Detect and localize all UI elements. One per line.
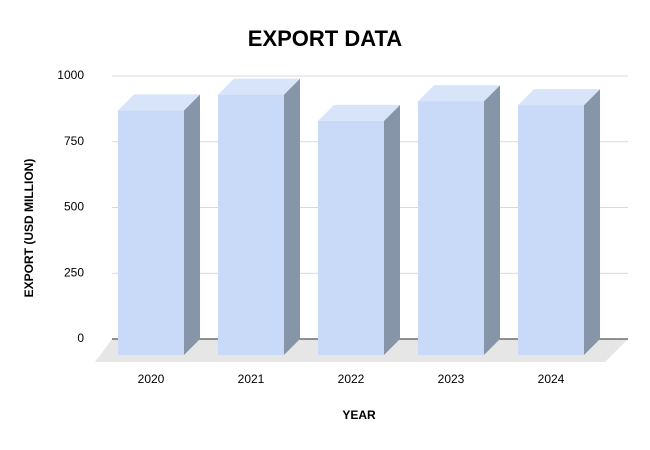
bar-top [318, 104, 400, 121]
x-tick-label: 2023 [438, 372, 465, 386]
x-tick-label: 2021 [238, 372, 265, 386]
bar [418, 85, 500, 355]
y-tick-label: 750 [64, 134, 84, 148]
bar-front [518, 105, 584, 356]
bar-side [584, 89, 600, 356]
chart-title: EXPORT DATA [248, 26, 403, 51]
y-tick-label: 1000 [57, 68, 84, 82]
x-tick-label: 2024 [538, 372, 565, 386]
x-tick-label: 2020 [138, 372, 165, 386]
bar-top [518, 89, 600, 106]
x-axis-title: YEAR [342, 408, 376, 422]
bar-top [218, 78, 300, 95]
bar-side [184, 94, 200, 355]
bar [218, 78, 300, 355]
bar-side [284, 78, 300, 355]
bar-front [318, 120, 384, 356]
bar-side [384, 104, 400, 356]
x-tick-label: 2022 [338, 372, 365, 386]
y-tick-label: 500 [64, 200, 84, 214]
bar-top [118, 94, 200, 111]
bar-top [418, 85, 500, 102]
bar [318, 104, 400, 356]
y-axis-title: EXPORT (USD MILLION) [22, 159, 36, 298]
y-tick-label: 0 [77, 331, 84, 345]
bar [118, 94, 200, 355]
bar-side [484, 85, 500, 355]
bar-front [118, 110, 184, 355]
bar-front [218, 94, 284, 355]
y-tick-label: 250 [64, 265, 84, 279]
bar-front [418, 101, 484, 355]
bar [518, 89, 600, 356]
